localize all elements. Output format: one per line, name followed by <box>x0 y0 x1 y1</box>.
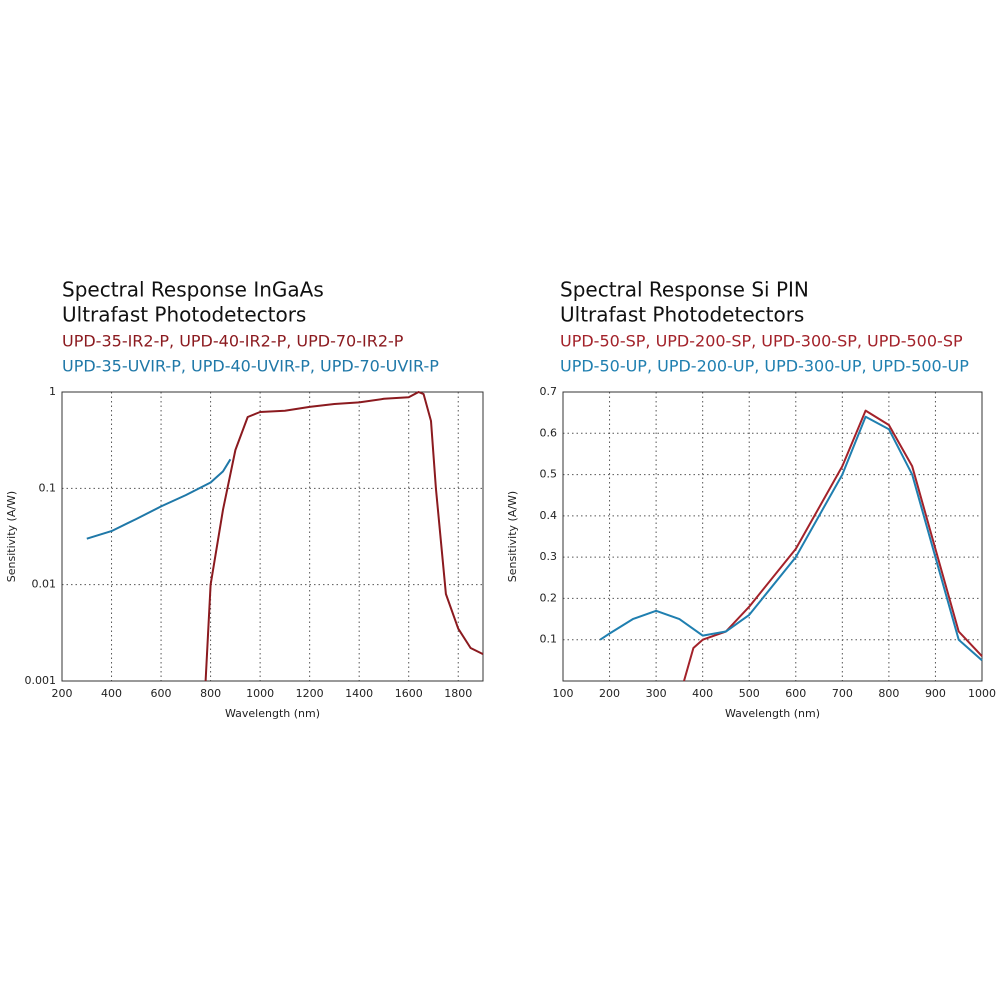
y-tick-label: 0.001 <box>25 674 57 687</box>
y-tick-label: 0.7 <box>540 385 558 398</box>
x-tick-label: 200 <box>52 687 73 700</box>
x-tick-label: 600 <box>785 687 806 700</box>
y-tick-label: 0.3 <box>540 550 558 563</box>
legend-entry: UPD-50-UP, UPD-200-UP, UPD-300-UP, UPD-5… <box>560 357 969 376</box>
series-line <box>683 409 983 682</box>
x-axis-label: Wavelength (nm) <box>225 707 320 720</box>
x-tick-label: 1800 <box>444 687 472 700</box>
y-axis-label: Sensitivity (A/W) <box>506 491 519 582</box>
x-tick-label: 400 <box>692 687 713 700</box>
x-tick-label: 700 <box>832 687 853 700</box>
x-tick-label: 600 <box>151 687 172 700</box>
y-tick-label: 0.1 <box>540 633 558 646</box>
legend-entry: UPD-35-IR2-P, UPD-40-IR2-P, UPD-70-IR2-P <box>62 332 404 351</box>
chart-subtitle: Ultrafast Photodetectors <box>62 303 306 327</box>
x-tick-label: 900 <box>925 687 946 700</box>
y-tick-label: 0.2 <box>540 591 558 604</box>
x-tick-label: 1000 <box>968 687 996 700</box>
series-line <box>204 391 484 682</box>
chart-title: Spectral Response Si PIN <box>560 278 809 302</box>
series-line <box>599 415 983 662</box>
x-tick-label: 1200 <box>296 687 324 700</box>
x-tick-label: 1400 <box>345 687 373 700</box>
chart-subtitle: Ultrafast Photodetectors <box>560 303 804 327</box>
x-tick-label: 100 <box>553 687 574 700</box>
x-tick-label: 400 <box>101 687 122 700</box>
y-tick-label: 0.4 <box>540 509 558 522</box>
y-axis-label: Sensitivity (A/W) <box>5 491 18 582</box>
x-tick-label: 800 <box>878 687 899 700</box>
y-tick-label: 0.6 <box>540 426 558 439</box>
x-tick-label: 800 <box>200 687 221 700</box>
plot-frame <box>61 391 484 682</box>
y-tick-label: 0.01 <box>32 578 57 591</box>
chart-title: Spectral Response InGaAs <box>62 278 324 302</box>
x-tick-label: 1000 <box>246 687 274 700</box>
legend-entry: UPD-50-SP, UPD-200-SP, UPD-300-SP, UPD-5… <box>560 332 963 351</box>
series-line <box>86 458 232 540</box>
x-tick-label: 1600 <box>395 687 423 700</box>
x-tick-label: 300 <box>646 687 667 700</box>
legend-entry: UPD-35-UVIR-P, UPD-40-UVIR-P, UPD-70-UVI… <box>62 357 439 376</box>
x-tick-label: 200 <box>599 687 620 700</box>
x-tick-label: 500 <box>739 687 760 700</box>
y-tick-label: 1 <box>49 385 56 398</box>
y-tick-label: 0.5 <box>540 468 558 481</box>
x-axis-label: Wavelength (nm) <box>725 707 820 720</box>
y-tick-label: 0.1 <box>39 481 57 494</box>
plot-frame <box>562 391 983 682</box>
